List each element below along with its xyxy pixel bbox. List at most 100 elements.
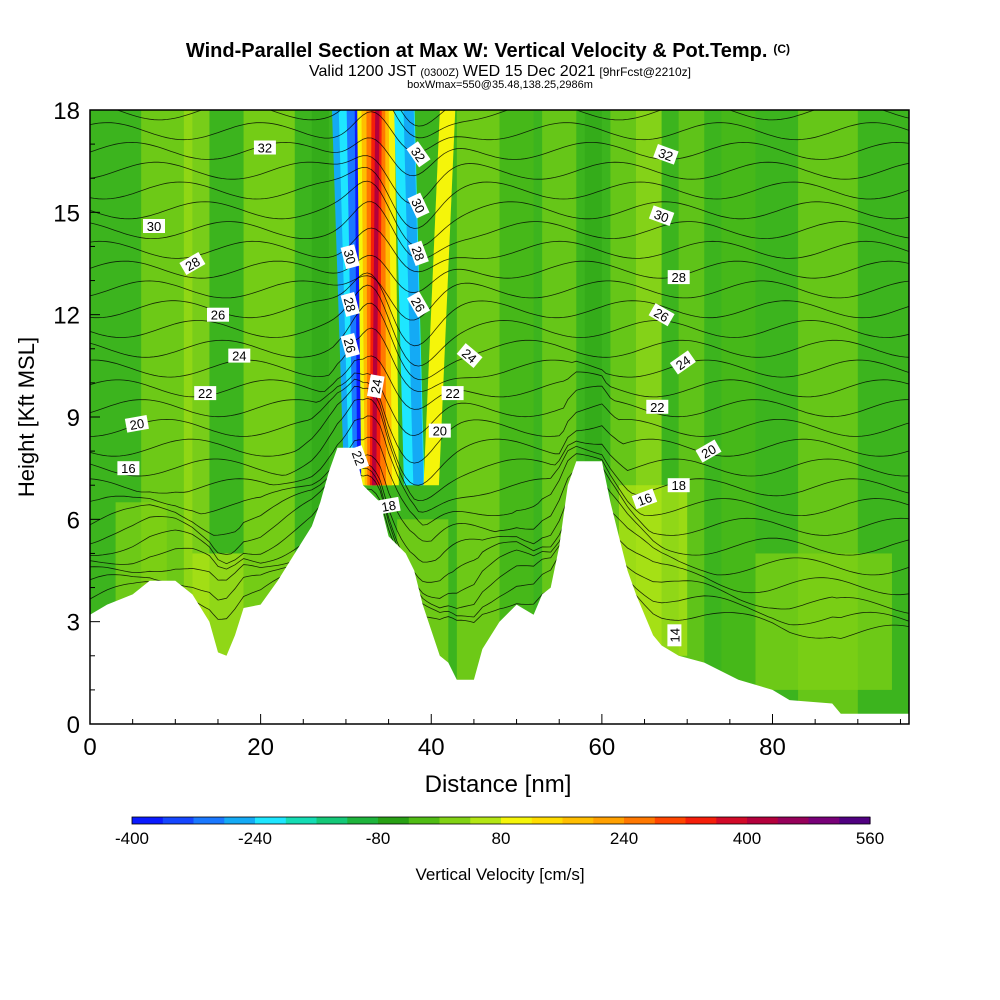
contour-line (90, 201, 909, 260)
contour-label-box (124, 414, 149, 433)
contour-line (90, 436, 909, 526)
y-tick-label: 6 (67, 507, 80, 534)
contour-label: 30 (648, 205, 675, 227)
contour-label-text: 32 (408, 144, 429, 164)
colorbar-swatch (255, 817, 287, 824)
contour-label-text: 28 (183, 254, 203, 274)
contour-line (90, 137, 909, 177)
contour-line (90, 155, 909, 205)
contour-label: 28 (340, 291, 360, 317)
colorbar-tick-label: 400 (733, 829, 761, 848)
contour-label-box (456, 343, 483, 369)
colorbar-swatch (439, 817, 471, 824)
colorbar-swatch (808, 817, 840, 824)
contour-line (90, 473, 909, 599)
contour-line (413, 110, 420, 111)
contour-label: 32 (406, 141, 431, 168)
contour-label-box (406, 291, 431, 318)
contour-label-box (631, 488, 658, 510)
contour-line (90, 227, 909, 273)
colorbar-label: Vertical Velocity [cm/s] (415, 865, 584, 884)
colorbar-swatch (162, 817, 195, 824)
contour-label-box (406, 141, 431, 168)
y-tick-label: 0 (67, 712, 80, 739)
colorbar-swatch (716, 817, 748, 824)
colorbar-swatch (685, 817, 717, 824)
colorbar-swatch (316, 817, 348, 824)
y-tick-label: 18 (53, 98, 80, 125)
contour-label-box (179, 251, 206, 276)
contour-label: 24 (669, 350, 696, 375)
x-tick-label: 0 (83, 734, 96, 761)
velocity-band (456, 110, 500, 724)
contour-label-box (340, 332, 360, 358)
contour-label-text: 32 (258, 141, 272, 156)
y-tick-label: 9 (67, 405, 80, 432)
x-tick-label: 60 (589, 734, 616, 761)
contour-label: 26 (648, 303, 675, 327)
contour-line (90, 254, 909, 294)
contour-label-box (428, 423, 451, 438)
velocity-patch (755, 553, 892, 690)
contour-label-box (207, 307, 229, 322)
contour-label-box (340, 291, 360, 317)
contour-line (90, 453, 909, 542)
contour-label-text: 16 (121, 461, 135, 476)
contour-label-text: 18 (380, 498, 397, 515)
colorbar-swatch (593, 817, 625, 824)
contour-line (90, 415, 909, 513)
contour-label: 20 (695, 439, 722, 463)
terrain (90, 447, 909, 724)
contour-label-text: 30 (341, 248, 359, 266)
contour-label-text: 26 (651, 305, 671, 325)
contour-label: 20 (428, 423, 451, 439)
contour-label-text: 26 (408, 295, 428, 315)
colorbar-swatch (654, 817, 687, 824)
contour-label: 22 (348, 445, 370, 471)
contour-label: 22 (646, 399, 669, 415)
contour-label-text: 32 (656, 145, 675, 164)
contour-label: 24 (228, 348, 251, 364)
colorbar-swatch (501, 817, 533, 824)
velocity-band (721, 110, 756, 724)
plot-area: 32 30 28 26 24 22 20 16 30 28 26 24 22 18 32 30 28 26 24 22… (90, 110, 909, 724)
x-tick-label: 20 (247, 734, 274, 761)
x-tick-label: 40 (418, 734, 445, 761)
colorbar-swatch (347, 817, 379, 824)
contour-label: 18 (667, 478, 690, 493)
contour-line (90, 284, 909, 367)
contour-label: 22 (441, 386, 464, 401)
contour-label: 26 (406, 291, 431, 318)
contour-label-text: 22 (445, 386, 459, 401)
contour-label-text: 18 (671, 478, 685, 493)
contour-line (90, 524, 909, 639)
contour-line (90, 275, 909, 321)
contour-line (90, 488, 909, 614)
contour-label: 30 (340, 244, 360, 270)
contour-line (90, 111, 909, 153)
contour-label-text: 28 (409, 244, 428, 263)
contour-label: 16 (631, 488, 658, 510)
contour-label-text: 26 (341, 337, 359, 355)
y-tick-label: 12 (53, 303, 80, 330)
contour-label-text: 24 (368, 378, 385, 395)
contour-line (90, 355, 909, 410)
colorbar-swatch (132, 817, 164, 824)
contour-label-box (408, 240, 429, 267)
contour-label: 16 (117, 461, 140, 476)
contour-label: 22 (194, 386, 217, 401)
contour-line (90, 463, 909, 583)
contour-line (90, 302, 909, 381)
contour-line (90, 459, 909, 563)
x-tick-label: 80 (759, 734, 786, 761)
velocity-shading (115, 110, 892, 724)
contour-line (90, 372, 909, 437)
contour-label: 18 (376, 496, 401, 515)
chart-box-info: boxWmax=550@35.48,138.25,2986m (407, 79, 593, 91)
contour-label: 28 (667, 270, 690, 285)
contour-label-box (695, 439, 722, 463)
contour-label-text: 22 (198, 386, 212, 401)
contour-label: 26 (207, 307, 229, 323)
contour-line (90, 180, 909, 248)
